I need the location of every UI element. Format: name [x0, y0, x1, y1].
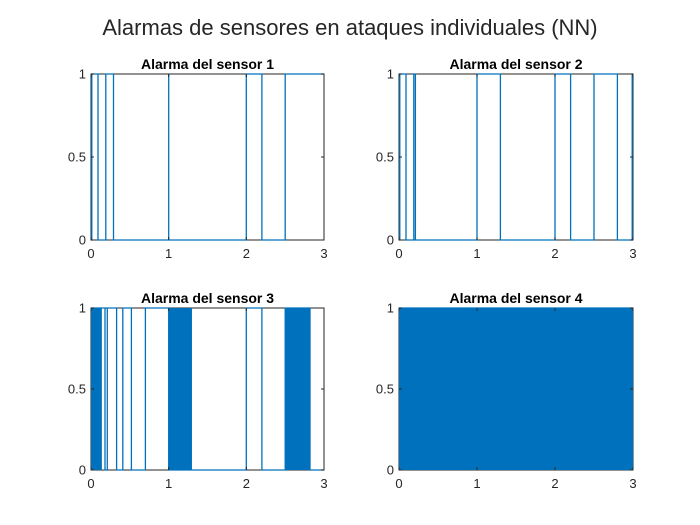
y-tick-label: 0 [79, 233, 86, 248]
x-tick-label: 2 [551, 246, 558, 261]
figure-title: Alarmas de sensores en ataques individua… [102, 15, 597, 40]
y-tick-label: 1 [387, 67, 394, 82]
oscillation-band [168, 308, 192, 470]
subplot-4: 0 1 2 3 0 0.5 1 Alarma del sensor 4 [376, 290, 637, 491]
y-tick-label: 0.5 [68, 382, 86, 397]
x-tick-label: 3 [629, 476, 636, 491]
subplot-2: 0 1 2 3 0 0.5 1 Alarma del sensor 2 [376, 56, 637, 261]
x-tick-label: 2 [551, 476, 558, 491]
x-tick-label: 1 [165, 476, 172, 491]
y-tick-label: 0.5 [376, 382, 394, 397]
subplot-title: Alarma del sensor 4 [449, 290, 582, 306]
x-tick-label: 3 [320, 246, 327, 261]
y-tick-label: 1 [79, 301, 86, 316]
y-tick-label: 0 [79, 463, 86, 478]
plot-area [90, 73, 325, 241]
subplot-1: 0 1 2 3 0 0.5 1 Alarma del sensor 1 [68, 56, 328, 261]
plot-area [398, 73, 634, 241]
x-tick-label: 2 [243, 246, 250, 261]
y-tick-label: 0.5 [376, 150, 394, 165]
x-tick-label: 0 [87, 476, 94, 491]
subplot-title: Alarma del sensor 1 [141, 56, 274, 72]
x-tick-label: 3 [320, 476, 327, 491]
oscillation-band [285, 308, 311, 470]
x-tick-label: 0 [395, 476, 402, 491]
x-tick-label: 1 [473, 476, 480, 491]
y-tick-label: 1 [387, 301, 394, 316]
y-tick-label: 0 [387, 463, 394, 478]
alarm-series-line [399, 73, 633, 241]
alarm-series-line [91, 307, 324, 471]
oscillation-band [91, 308, 102, 470]
x-tick-label: 2 [243, 476, 250, 491]
x-tick-label: 1 [473, 246, 480, 261]
x-tick-label: 0 [395, 246, 402, 261]
subplot-title: Alarma del sensor 3 [141, 290, 274, 306]
subplot-3: 0 1 2 3 0 0.5 1 Alarma del sensor 3 [68, 290, 328, 491]
y-tick-label: 1 [79, 67, 86, 82]
subplot-title: Alarma del sensor 2 [449, 56, 582, 72]
y-tick-label: 0 [387, 233, 394, 248]
x-tick-label: 0 [87, 246, 94, 261]
x-tick-label: 3 [629, 246, 636, 261]
y-tick-label: 0.5 [68, 150, 86, 165]
oscillation-band [399, 308, 633, 470]
x-tick-label: 1 [165, 246, 172, 261]
